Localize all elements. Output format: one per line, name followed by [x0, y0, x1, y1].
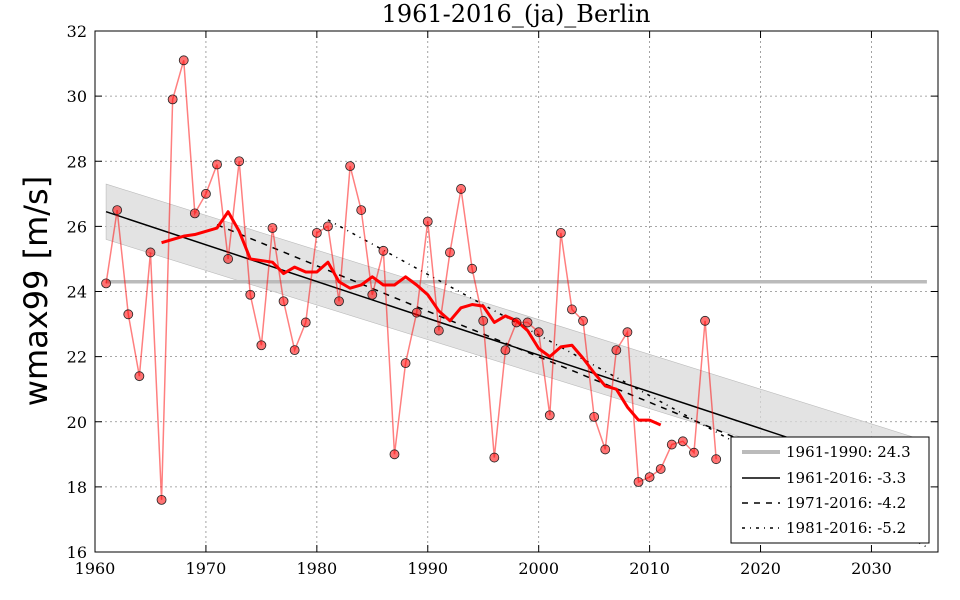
y-tick-label: 16 [67, 543, 87, 562]
x-tick-label: 1960 [75, 559, 116, 578]
data-point [600, 444, 611, 455]
y-tick-label: 18 [67, 478, 87, 497]
data-point [555, 227, 566, 238]
data-point [323, 221, 333, 232]
legend-label-reference: 1961-1990: 24.3 [786, 443, 911, 461]
data-point [400, 358, 411, 369]
data-point [189, 208, 200, 219]
data-point [212, 159, 222, 170]
data-point [433, 325, 444, 336]
y-tick-label: 30 [67, 87, 87, 106]
data-point [234, 156, 245, 167]
y-tick-label: 32 [67, 22, 87, 41]
legend-label-trend-1971: 1971-2016: -4.2 [786, 494, 906, 512]
data-point [489, 452, 500, 463]
data-point [655, 464, 666, 474]
data-point [112, 205, 123, 215]
data-point [445, 247, 455, 258]
x-tick-label: 1970 [186, 559, 227, 578]
axis-ticks [94, 30, 938, 553]
data-point [611, 345, 622, 356]
x-tick-label: 1990 [407, 559, 448, 578]
x-tick-label: 2010 [629, 559, 670, 578]
x-tick-label: 1980 [296, 559, 337, 578]
y-tick-label: 24 [67, 283, 87, 302]
data-point [256, 340, 267, 351]
chart-title: 1961-2016_(ja)_Berlin [382, 0, 651, 28]
data-point [456, 184, 466, 194]
data-point [223, 254, 234, 264]
data-point [101, 278, 111, 289]
data-point [622, 327, 633, 338]
x-tick-label: 2030 [851, 559, 892, 578]
data-point [500, 345, 511, 356]
data-point [178, 55, 189, 66]
x-axis-tick-labels: 1960 1970 1980 1990 2000 2010 2020 2030 [75, 559, 892, 578]
data-point [633, 477, 644, 487]
data-point [389, 449, 400, 460]
data-point [278, 296, 289, 307]
data-point [378, 245, 389, 256]
running-mean-line [161, 210, 662, 427]
y-axis-tick-labels: 16 18 20 22 24 26 28 30 32 [67, 22, 87, 562]
data-point [267, 223, 278, 233]
y-axis-label: wmax99 [m/s] [17, 176, 55, 406]
observation-points [101, 55, 722, 505]
data-point [700, 315, 710, 326]
data-point [467, 263, 478, 274]
data-point [478, 315, 489, 326]
data-point [345, 161, 356, 172]
data-point [677, 436, 688, 447]
y-tick-label: 20 [67, 413, 87, 432]
data-point [544, 410, 555, 421]
data-point [201, 188, 211, 199]
data-point [666, 439, 677, 450]
data-point [522, 317, 533, 328]
data-point [711, 454, 722, 465]
legend-box [730, 436, 930, 544]
data-point [300, 317, 311, 328]
data-point [367, 289, 378, 300]
data-point [311, 227, 322, 238]
data-point [156, 494, 167, 505]
legend-label-trend-1981: 1981-2016: -5.2 [786, 519, 906, 537]
data-point [411, 307, 422, 318]
data-point [644, 472, 655, 483]
y-tick-label: 28 [67, 152, 87, 171]
data-point [167, 94, 178, 105]
legend-label-trend-1961: 1961-2016: -3.3 [786, 469, 906, 487]
data-point [123, 309, 134, 320]
y-tick-label: 26 [67, 217, 87, 236]
legend: 1961-1990: 24.3 1961-2016: -3.3 1971-201… [730, 436, 930, 544]
data-point [589, 411, 600, 422]
data-point [422, 216, 433, 227]
y-tick-label: 22 [67, 348, 87, 367]
data-point [334, 296, 344, 307]
data-point [578, 315, 588, 326]
x-tick-label: 2000 [518, 559, 559, 578]
data-point [511, 317, 522, 328]
observation-line [105, 60, 717, 500]
data-point [245, 289, 256, 300]
data-point [289, 345, 300, 356]
data-point [689, 447, 699, 458]
data-point [145, 247, 156, 258]
x-tick-label: 2020 [740, 559, 781, 578]
data-point [567, 304, 577, 315]
data-point [533, 327, 544, 338]
data-point [356, 205, 367, 215]
data-point [134, 371, 145, 382]
